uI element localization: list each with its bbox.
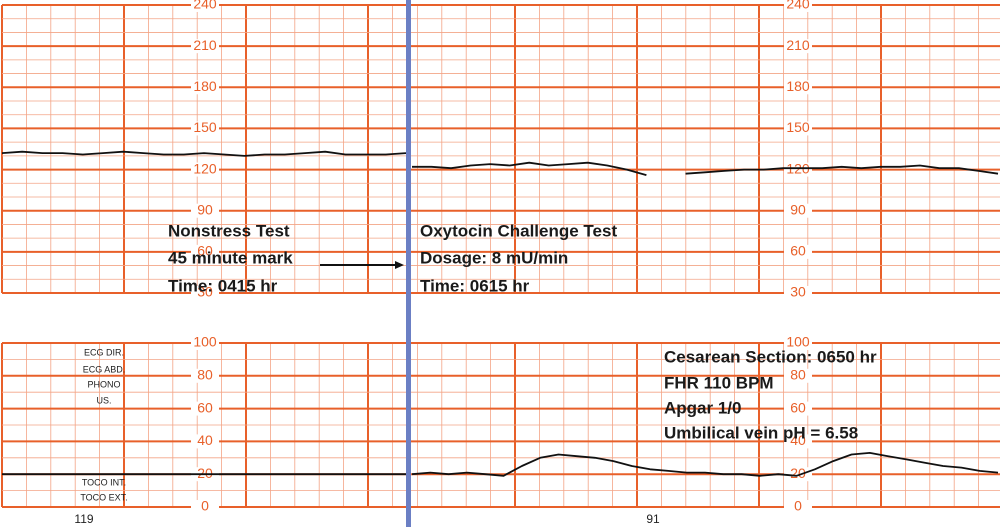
annotation: Oxytocin Challenge Test [420,221,617,240]
segment-divider [406,0,411,527]
y-tick-label: 210 [786,37,810,53]
tick-label-bg [784,39,812,54]
y-tick-label: 180 [193,78,217,94]
tick-label-bg [191,434,219,449]
tick-label-bg [191,286,219,300]
tick-label-bg [784,244,812,259]
trace [411,452,999,477]
tick-label-bg [784,162,812,177]
tick-label-bg [784,500,812,514]
tick-label-bg [191,0,219,12]
tick-label-bg [784,286,812,300]
tick-label-bg [784,401,812,416]
y-tick-label: 30 [790,284,806,300]
tick-label-bg [191,336,219,350]
y-tick-label: 150 [193,119,217,135]
annotation: 45 minute mark [168,248,293,267]
y-tick-label: 80 [790,367,806,383]
tick-label-bg [191,368,219,383]
tick-label-bg [784,434,812,449]
y-tick-label: 40 [197,432,213,448]
y-tick-label: 60 [197,399,213,415]
y-tick-label: 240 [193,0,217,12]
annotation: Time: 0415 hr [168,276,278,295]
y-tick-label: 20 [197,465,213,481]
channel-label: TOCO EXT. [80,492,127,502]
page-number: 119 [74,512,93,526]
y-tick-label: 120 [193,160,217,176]
y-tick-label: 100 [786,334,810,350]
tick-label-bg [191,162,219,177]
tick-label-bg [191,80,219,95]
y-tick-label: 0 [201,498,209,514]
channel-label: TOCO INT. [82,477,126,487]
y-tick-label: 60 [197,243,213,259]
annotation: FHR 110 BPM [664,373,774,392]
tick-label-bg [784,121,812,136]
y-tick-label: 90 [790,201,806,217]
tick-label-bg [784,80,812,95]
trace [412,161,999,176]
tick-label-bg [784,203,812,218]
tick-label-bg [191,401,219,416]
y-tick-label: 100 [193,334,217,350]
annotation: Nonstress Test [168,221,290,240]
y-tick-label: 30 [197,284,213,300]
y-tick-label: 150 [786,119,810,135]
tick-label-bg [191,203,219,218]
channel-label: US. [96,395,111,405]
annotation: Apgar 1/0 [664,398,741,417]
tick-label-bg [191,121,219,136]
tick-label-bg [784,467,812,482]
y-tick-label: 60 [790,243,806,259]
y-tick-label: 80 [197,367,213,383]
channel-label: PHONO [87,379,120,389]
channel-label: ECG ABD. [83,364,126,374]
tick-label-bg [784,336,812,350]
arrow-head [395,261,404,269]
labels: Nonstress Test 45 minute mark Time: 0415… [74,221,877,526]
annotation: Dosage: 8 mU/min [420,248,568,267]
tick-label-bg [191,500,219,514]
tick-label-bg [191,39,219,54]
channel-label: ECG DIR. [84,347,124,357]
tick-label-bg [191,244,219,259]
tick-label-bg [784,368,812,383]
y-tick-label: 60 [790,399,806,415]
y-tick-label: 180 [786,78,810,94]
tick-label-bg [784,0,812,12]
page-number: 91 [646,512,660,526]
y-tick-label: 240 [786,0,810,12]
y-tick-label: 210 [193,37,217,53]
annotation: Umbilical vein pH = 6.58 [664,423,858,442]
y-tick-label: 40 [790,432,806,448]
annotation: Cesarean Section: 0650 hr [664,347,877,366]
y-tick-label: 90 [197,201,213,217]
y-tick-label: 20 [790,465,806,481]
traces [1,150,999,477]
y-tick-label: 0 [794,498,802,514]
annotation: Time: 0615 hr [420,276,530,295]
trace [1,150,407,157]
